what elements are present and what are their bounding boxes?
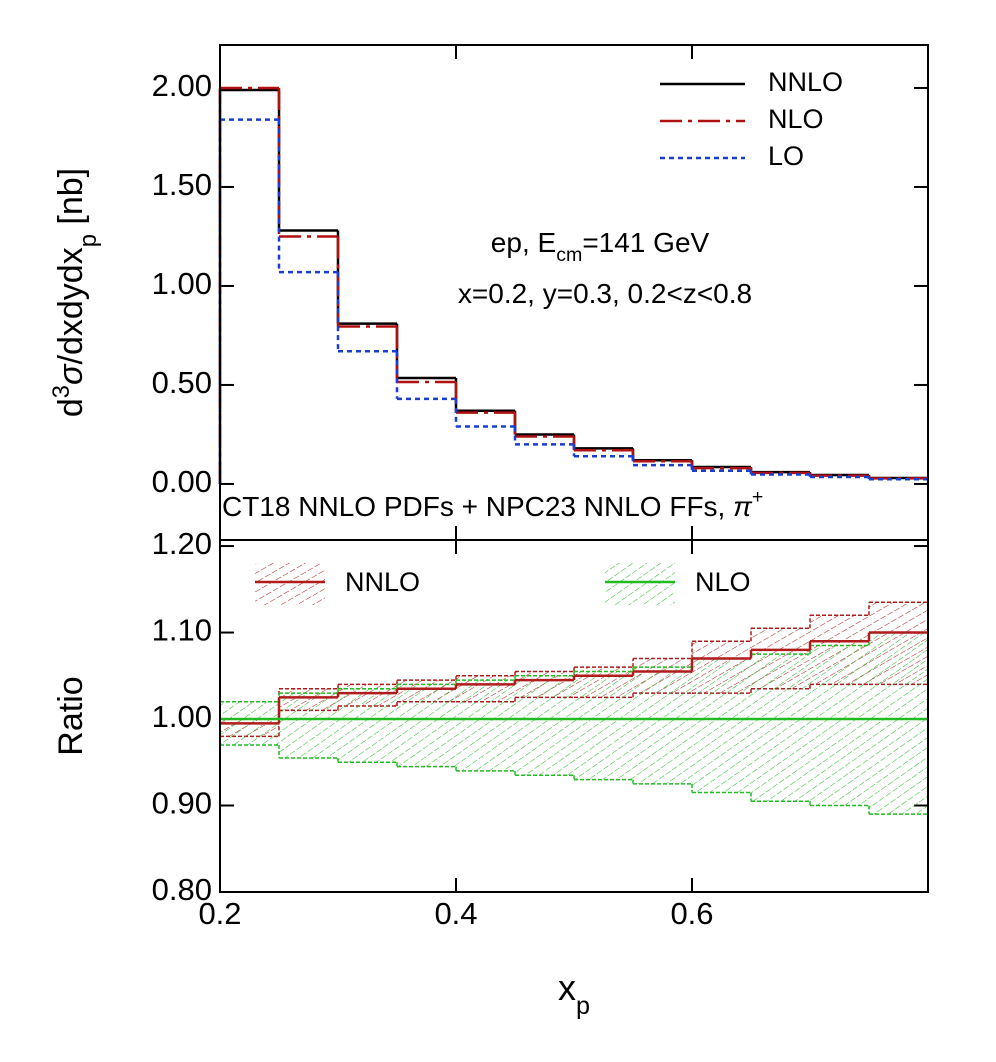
text-part: p <box>75 234 102 247</box>
text-part: ep, E <box>491 227 556 258</box>
band <box>633 667 692 784</box>
legend-swatch <box>255 563 325 605</box>
y-axis-label: d3σ/dxdydxp [nb] <box>48 168 102 417</box>
x-tick-label: 0.6 <box>670 896 713 931</box>
band <box>692 658 751 793</box>
x-tick-label: 0.2 <box>198 896 241 931</box>
text-part: p <box>576 992 590 1020</box>
text-part: x <box>558 967 576 1008</box>
y-axis-label: Ratio <box>52 676 90 755</box>
legend-label: NLO <box>695 567 751 597</box>
legend-label: NNLO <box>345 567 420 597</box>
annotation: x=0.2, y=0.3, 0.2<z<0.8 <box>458 278 752 309</box>
y-tick-label: 2.00 <box>152 68 212 103</box>
band <box>515 675 574 776</box>
plot-frame <box>219 539 929 893</box>
band <box>810 645 869 806</box>
x-axis-label: xp <box>558 967 590 1020</box>
band <box>279 693 338 758</box>
text-part: Ratio <box>52 676 90 755</box>
text-part: cm <box>556 244 582 266</box>
text-part: + <box>752 486 763 508</box>
text-part: x=0.2, y=0.3, 0.2<z<0.8 <box>458 278 752 309</box>
text-part: [nb] <box>52 168 90 234</box>
band <box>456 680 515 771</box>
band <box>397 684 456 767</box>
text-part: 3 <box>48 385 75 398</box>
legend-label: NLO <box>768 104 824 134</box>
band <box>751 654 810 802</box>
x-tick-label: 0.4 <box>434 896 477 931</box>
text-part: π <box>733 491 753 522</box>
series-1 <box>220 631 928 815</box>
y-tick-label: 0.00 <box>152 464 212 499</box>
text-part: =141 GeV <box>582 227 709 258</box>
annotation: CT18 NNLO PDFs + NPC23 NNLO FFs, π+ <box>222 486 763 522</box>
y-tick-label: 1.50 <box>152 167 212 202</box>
y-tick-label: 0.90 <box>152 786 212 821</box>
legend-label: NNLO <box>768 67 843 97</box>
y-tick-label: 1.00 <box>152 266 212 301</box>
text-part: CT18 NNLO PDFs + NPC23 NNLO FFs, <box>222 491 733 522</box>
y-tick-label: 0.80 <box>152 872 212 907</box>
text-part: d <box>52 398 90 417</box>
legend-label: LO <box>768 141 804 171</box>
legend-swatch <box>605 563 675 605</box>
y-tick-label: 1.10 <box>152 613 212 648</box>
text-part: σ <box>52 363 90 385</box>
band <box>574 671 633 780</box>
band <box>338 688 397 763</box>
y-tick-label: 0.50 <box>152 365 212 400</box>
annotation: ep, Ecm=141 GeV <box>491 227 710 266</box>
band <box>869 632 928 815</box>
text-part: /dxdydx <box>52 247 90 364</box>
y-tick-label: 1.20 <box>152 526 212 561</box>
y-tick-label: 1.00 <box>152 699 212 734</box>
